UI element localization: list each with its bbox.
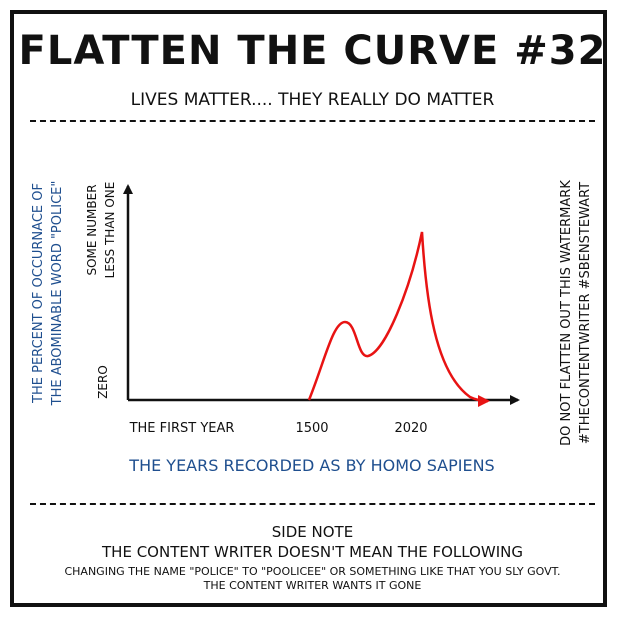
footer-line-3: CHANGING THE NAME "POLICE" TO "POOLICEE"…	[64, 565, 561, 578]
bottom-divider	[30, 503, 595, 505]
y-tick-zero: ZERO	[96, 365, 110, 399]
page-subtitle: LIVES MATTER.... THEY REALLY DO MATTER	[130, 90, 495, 110]
x-tick-first-year: THE FIRST YEAR	[129, 421, 235, 436]
footer-side-note: SIDE NOTE	[271, 523, 354, 541]
y-tick-top-line-1: SOME NUMBER	[85, 184, 99, 275]
page-title: FLATTEN THE CURVE #32	[18, 28, 607, 74]
watermark-line-2: #THECONTENTWRITER #SBENSTEWART	[578, 182, 593, 444]
footer-line-2: THE CONTENT WRITER DOESN'T MEAN THE FOLL…	[102, 543, 523, 561]
comic-frame	[10, 10, 607, 607]
watermark-line-1: DO NOT FLATTEN OUT THIS WATERMARK	[559, 180, 574, 446]
ylabel-line-1: THE PERCENT OF OCCURNACE OF	[31, 183, 46, 404]
top-divider	[30, 120, 595, 122]
footer-line-4: THE CONTENT WRITER WANTS IT GONE	[203, 579, 422, 592]
x-tick-1500: 1500	[295, 421, 328, 436]
xlabel: THE YEARS RECORDED AS BY HOMO SAPIENS	[128, 456, 494, 475]
ylabel-line-2: THE ABOMINABLE WORD "POLICE"	[50, 181, 65, 407]
series-line	[307, 231, 490, 407]
y-tick-top-line-2: LESS THAN ONE	[103, 182, 117, 279]
x-tick-2020: 2020	[394, 421, 427, 436]
